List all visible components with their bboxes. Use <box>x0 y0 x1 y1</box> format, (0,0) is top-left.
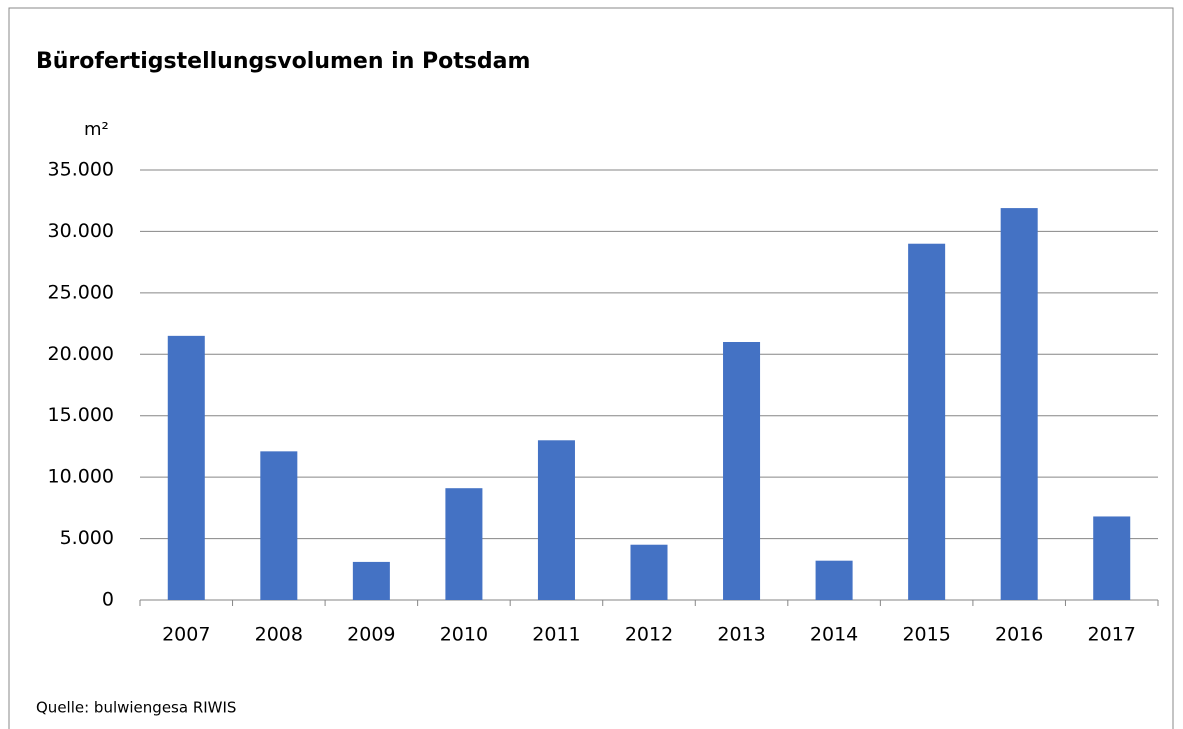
y-tick-label: 35.000 <box>48 159 114 181</box>
bar <box>537 440 575 600</box>
y-tick-label: 20.000 <box>48 343 114 365</box>
source-note: Quelle: bulwiengesa RIWIS <box>36 699 236 717</box>
x-tick-label: 2011 <box>532 624 580 646</box>
y-tick-label: 15.000 <box>48 404 114 426</box>
y-tick-label: 25.000 <box>48 281 114 303</box>
y-tick-label: 0 <box>102 589 114 611</box>
bar <box>815 560 853 600</box>
bar <box>167 335 205 600</box>
x-tick-label: 2012 <box>625 624 673 646</box>
x-tick-label: 2008 <box>255 624 303 646</box>
x-tick-label: 2010 <box>440 624 488 646</box>
x-tick-label: 2013 <box>717 624 765 646</box>
x-tick-label: 2007 <box>162 624 210 646</box>
bar <box>908 243 946 600</box>
bar <box>630 544 668 600</box>
bar <box>1000 208 1038 601</box>
y-tick-label: 30.000 <box>48 220 114 242</box>
y-tick-label: 10.000 <box>48 466 114 488</box>
x-tick-label: 2009 <box>347 624 395 646</box>
y-tick-label: 5.000 <box>60 527 114 549</box>
bar <box>260 451 298 600</box>
bar <box>445 488 483 600</box>
x-tick-label: 2014 <box>810 624 858 646</box>
bar <box>1093 516 1131 600</box>
chart-frame <box>8 7 1174 729</box>
bar <box>352 561 390 600</box>
x-tick-label: 2017 <box>1088 624 1136 646</box>
chart-title: Bürofertigstellungsvolumen in Potsdam <box>36 49 530 74</box>
y-axis-label: m² <box>84 119 109 140</box>
x-tick-label: 2016 <box>995 624 1043 646</box>
bar <box>723 342 761 600</box>
x-tick-label: 2015 <box>902 624 950 646</box>
